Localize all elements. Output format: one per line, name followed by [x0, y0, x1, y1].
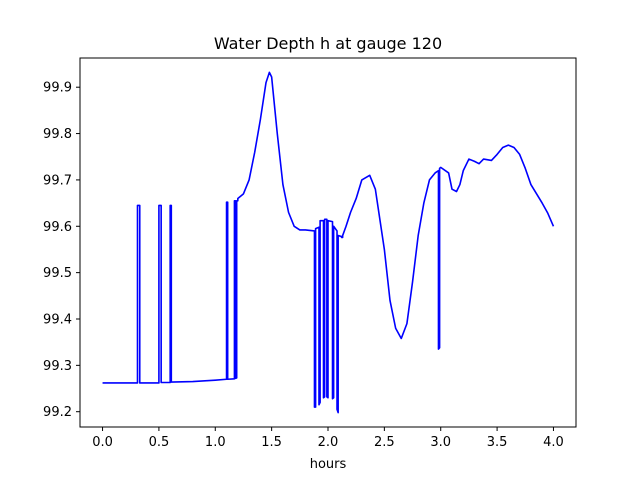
x-tick-label: 0.0	[92, 435, 113, 450]
x-tick-label: 2.5	[374, 435, 395, 450]
y-axis: 99.2 99.3 99.4 99.5 99.6 99.7 99.8 99.9	[43, 81, 80, 420]
y-tick-label: 99.5	[43, 266, 72, 281]
chart-title: Water Depth h at gauge 120	[214, 34, 442, 53]
series-line	[102, 71, 555, 414]
y-tick-label: 99.6	[43, 220, 72, 235]
y-tick-label: 99.2	[43, 405, 72, 420]
y-tick-label: 99.3	[43, 359, 72, 374]
x-tick-label: 3.0	[430, 435, 451, 450]
x-axis-label: hours	[310, 457, 347, 472]
x-tick-label: 0.5	[149, 435, 170, 450]
y-tick-label: 99.8	[43, 127, 72, 142]
series-layer	[102, 71, 555, 414]
x-tick-label: 4.0	[543, 435, 564, 450]
x-tick-label: 3.5	[487, 435, 508, 450]
x-tick-label: 1.5	[261, 435, 282, 450]
plot-area	[79, 57, 577, 428]
x-tick-label: 1.0	[205, 435, 226, 450]
x-axis: 0.0 0.5 1.0 1.5 2.0 2.5 3.0 3.5 4.0	[92, 427, 564, 450]
y-tick-label: 99.4	[43, 312, 72, 327]
x-tick-label: 2.0	[318, 435, 339, 450]
y-tick-label: 99.9	[43, 81, 72, 96]
y-tick-label: 99.7	[43, 173, 72, 188]
